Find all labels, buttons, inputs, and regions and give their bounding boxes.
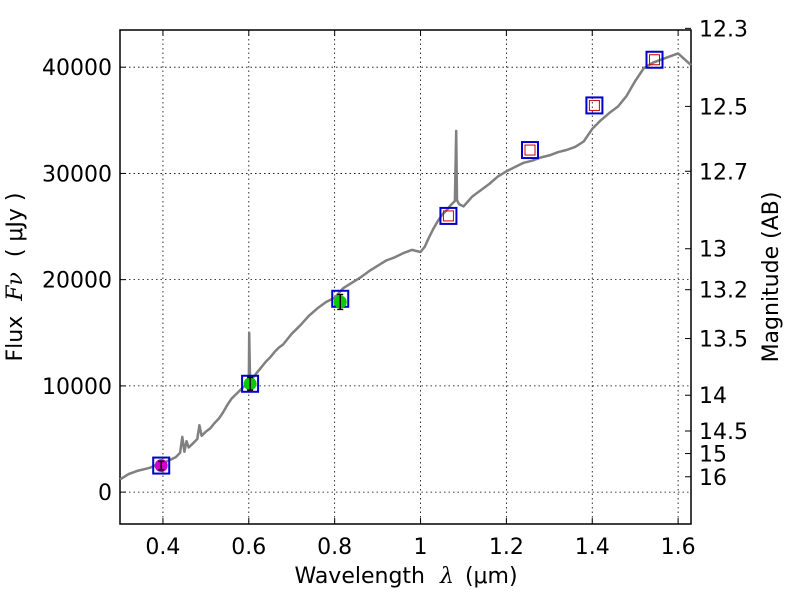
mag-tick-label: 12.3 <box>699 17 748 42</box>
x-tick-label: 1 <box>414 535 428 560</box>
mag-tick-label: 15 <box>699 443 727 468</box>
x-tick-label: 1.6 <box>661 535 696 560</box>
spectrum-layer <box>119 52 692 481</box>
inner-square-marker <box>524 144 536 156</box>
mag-tick-label: 14.5 <box>699 420 748 445</box>
inner-square-marker <box>442 210 454 222</box>
x-axis-label: Wavelength λ (μm) <box>294 564 517 589</box>
grid-lines <box>120 30 691 524</box>
x-tick-label: 0.6 <box>231 535 266 560</box>
x-tick-label: 0.8 <box>317 535 352 560</box>
y-tick-label: 10000 <box>42 375 112 400</box>
photometry-markers <box>152 50 664 475</box>
y-axis-label-symbol: Fν <box>3 272 28 302</box>
mag-tick-label: 16 <box>699 466 727 491</box>
y-axis-label: Flux Fν ( μJy ) <box>3 192 28 361</box>
y-axis-label-units: ( μJy ) <box>3 192 28 257</box>
y-tick-label: 20000 <box>42 269 112 294</box>
mag-tick-label: 13 <box>699 238 727 263</box>
open-square-marker <box>152 456 171 475</box>
x-tick-label: 1.4 <box>575 535 610 560</box>
y-axis-label-text: Flux <box>3 316 28 362</box>
spectrum-line <box>119 52 692 481</box>
y-tick-label: 30000 <box>42 162 112 187</box>
x-tick-label: 1.2 <box>489 535 524 560</box>
mag-tick-label: 14 <box>699 384 727 409</box>
inner-square-marker <box>588 99 600 111</box>
tick-labels: 0.4 0.6 0.8 1 1.2 1.4 1.6 0 10000 20000 30000 40000… <box>42 17 748 560</box>
open-square-marker <box>241 374 260 393</box>
y-tick-label: 0 <box>98 481 112 506</box>
open-square-marker <box>521 141 540 160</box>
x-axis-label-text: Wavelength <box>294 564 425 589</box>
plot-frame <box>119 29 692 525</box>
inner-square-marker <box>649 54 661 66</box>
y-tick-label: 40000 <box>42 56 112 81</box>
open-square-marker <box>645 50 664 69</box>
x-axis-label-units: (μm) <box>465 564 518 589</box>
x-tick-label: 0.4 <box>145 535 180 560</box>
axis-ticks <box>120 27 691 524</box>
open-square-marker <box>439 206 458 225</box>
mag-tick-label: 12.5 <box>699 95 748 120</box>
mag-tick-label: 13.2 <box>699 279 748 304</box>
y2-axis-label: Magnitude (AB) <box>759 192 784 363</box>
mag-tick-label: 13.5 <box>699 328 748 353</box>
x-axis-label-symbol: λ <box>439 564 454 589</box>
open-square-marker <box>585 96 604 115</box>
mag-tick-label: 12.7 <box>699 160 748 185</box>
